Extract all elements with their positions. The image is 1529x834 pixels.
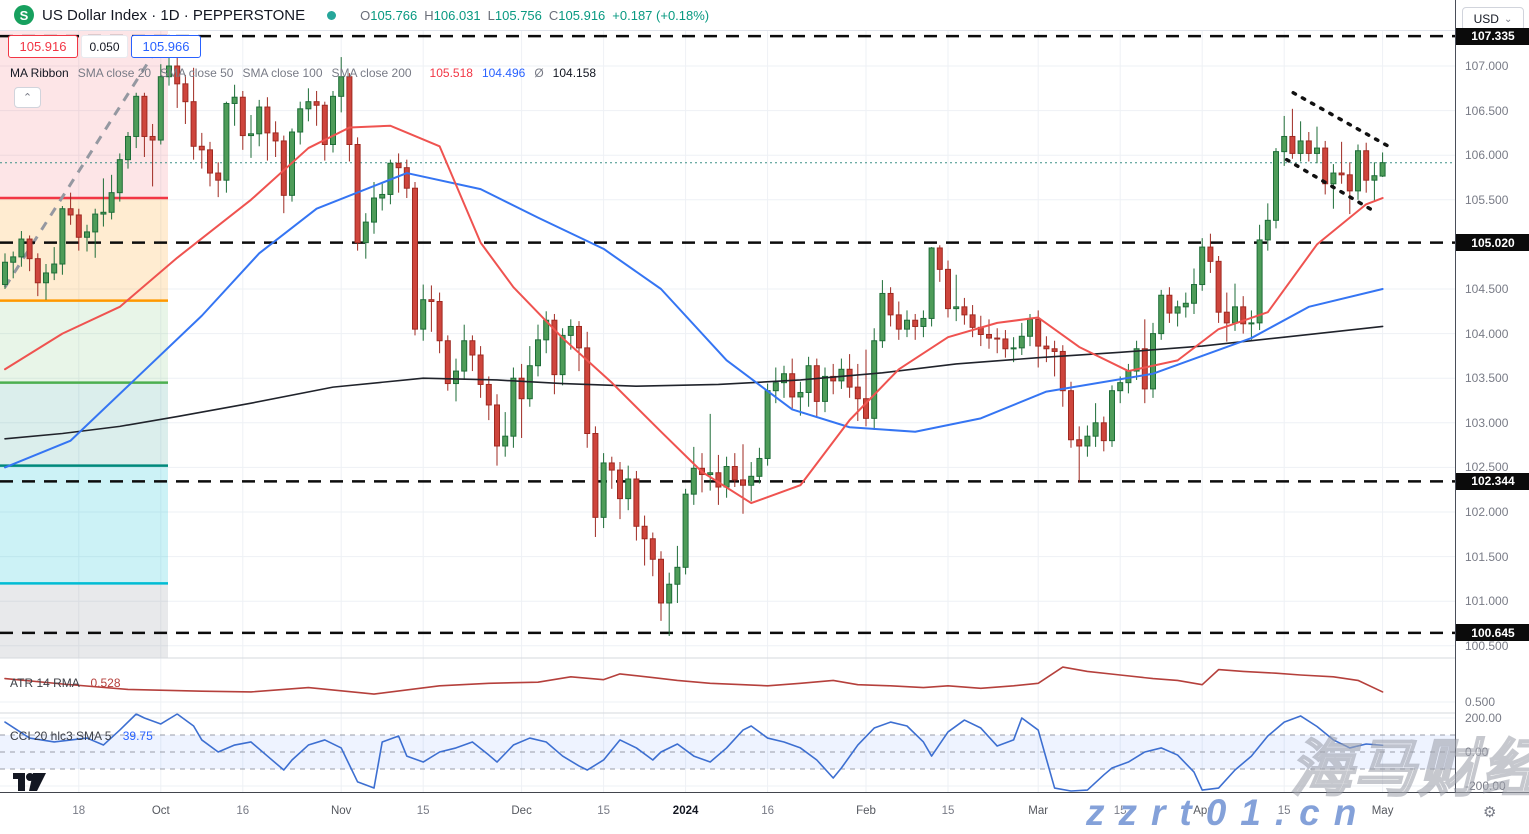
ma-ribbon-legend[interactable]: MA Ribbon SMA close 20 SMA close 50 SMA cl…	[10, 66, 605, 80]
ohlc-item: O105.766	[360, 7, 418, 23]
ma-value: 105.518	[429, 66, 473, 80]
price-tick-label: 101.000	[1465, 594, 1509, 609]
cci-tick-label: 0.00	[1465, 745, 1489, 759]
time-tick-label: 15	[416, 805, 430, 817]
collapse-panel-button[interactable]: ⌃	[14, 87, 41, 108]
ma-param: SMA close 20	[77, 66, 152, 80]
tradingview-logo[interactable]	[12, 771, 46, 793]
ma-param: SMA close 200	[331, 66, 412, 80]
market-status-icon	[327, 10, 337, 20]
price-tick-label: 103.500	[1465, 371, 1509, 386]
ohlc-item: L105.756	[487, 7, 542, 23]
cci-tick-label: 200.00	[1465, 711, 1502, 725]
chevron-up-icon: ⌃	[22, 92, 33, 104]
price-tick-label: 100.500	[1465, 638, 1509, 653]
ma-value: Ø	[534, 66, 544, 80]
chart-header: S US Dollar Index · 1D · PEPPERSTONE O10…	[0, 0, 1455, 31]
level-price-label: 102.344	[1456, 472, 1529, 490]
time-tick-label: 16	[761, 805, 774, 817]
ma-value: 104.158	[552, 66, 597, 80]
ma-param: SMA close 50	[160, 66, 234, 80]
change-value: +0.187 (+0.18%)	[612, 7, 710, 23]
ohlc-item: C105.916	[548, 7, 606, 23]
level-price-label: 105.020	[1456, 234, 1529, 252]
ma-ribbon-values: 105.518 104.496 Ø 104.158	[430, 66, 606, 80]
ohlc-item: H106.031	[424, 7, 481, 23]
bid-price-box[interactable]: 105.916	[8, 35, 78, 58]
cci-value: 39.75	[122, 729, 153, 743]
price-tick-label: 106.000	[1465, 148, 1509, 163]
time-tick-label: Mar	[1028, 805, 1049, 817]
time-tick-label: 16	[236, 805, 250, 817]
currency-label: USD	[1473, 12, 1499, 26]
time-tick-label: 15	[1113, 805, 1127, 817]
cci-tick-label: -200.00	[1465, 779, 1506, 793]
ma-ribbon-params: SMA close 20 SMA close 50 SMA close 100 SMA…	[78, 66, 421, 80]
time-tick-label: 2024	[672, 805, 699, 817]
time-tick-label: Feb	[856, 805, 876, 817]
time-tick-label: 15	[1277, 805, 1291, 817]
price-tick-label: 106.500	[1465, 103, 1509, 118]
price-tick-label: 101.500	[1465, 549, 1509, 564]
atr-tick-label: 0.500	[1465, 695, 1496, 709]
symbol-title[interactable]: US Dollar Index · 1D · PEPPERSTONE	[42, 6, 306, 24]
axis-separator	[0, 792, 1529, 793]
price-tick-label: 107.000	[1465, 59, 1509, 73]
ask-price-box[interactable]: 105.966	[131, 35, 201, 58]
time-tick-label: 15	[597, 805, 610, 817]
cci-label: CCI 20 hlc3 SMA 5	[10, 729, 112, 743]
atr-value: 0.528	[90, 676, 121, 690]
price-tick-label: 102.500	[1465, 460, 1509, 475]
price-tick-label: 104.500	[1465, 282, 1509, 296]
ma-ribbon-title: MA Ribbon	[10, 66, 69, 80]
ma-param: SMA close 100	[242, 66, 323, 80]
time-axis[interactable]: 18 Oct 16 Nov 15 Dec 15 2024 16 Feb 15 Mar 15 Apr 15 Ma…	[0, 792, 1529, 833]
price-tick-label: 104.000	[1465, 326, 1509, 341]
gear-icon[interactable]: ⚙	[1483, 804, 1497, 821]
atr-label: ATR 14 RMA	[10, 676, 80, 690]
time-tick-label: Nov	[330, 805, 352, 817]
time-tick-label: 18	[72, 805, 86, 817]
ma-value: 104.496	[481, 66, 526, 80]
price-tick-label: 102.000	[1465, 505, 1509, 519]
price-tick-label: 105.500	[1465, 192, 1509, 207]
symbol-logo-icon[interactable]: S	[14, 5, 34, 25]
ohlc-values: O105.766 H106.031 L105.756 C105.916	[360, 8, 605, 23]
level-price-label: 107.335	[1456, 27, 1529, 45]
time-tick-label: Oct	[151, 805, 170, 817]
cci-legend[interactable]: CCI 20 hlc3 SMA 5 39.75	[10, 729, 153, 743]
spread-box: 0.050	[81, 35, 128, 58]
chevron-down-icon: ⌄	[1503, 13, 1513, 25]
chart-canvas[interactable]	[0, 0, 1455, 833]
level-price-label: 100.645	[1456, 624, 1529, 642]
time-tick-label: May	[1371, 805, 1394, 817]
price-tick-label: 103.000	[1465, 415, 1509, 430]
time-tick-label: 15	[941, 805, 955, 817]
atr-legend[interactable]: ATR 14 RMA 0.528	[10, 676, 121, 690]
time-tick-label: Dec	[511, 805, 532, 817]
time-tick-label: Apr	[1193, 805, 1212, 817]
price-axis[interactable]: USD ⌄ 107.000 106.500 106.000 105.500 104.50…	[1455, 0, 1529, 793]
